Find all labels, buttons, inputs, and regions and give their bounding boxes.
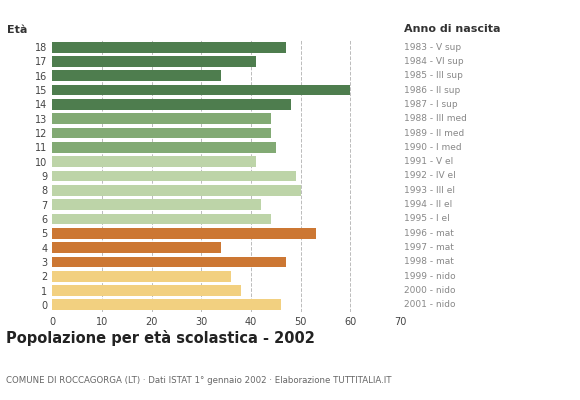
Text: 1989 - II med: 1989 - II med — [404, 128, 464, 138]
Bar — [52, 171, 296, 181]
Bar — [52, 271, 231, 282]
Text: 1995 - I el: 1995 - I el — [404, 214, 450, 224]
Bar — [52, 70, 221, 81]
Text: 1991 - V el: 1991 - V el — [404, 157, 453, 166]
Text: 1998 - mat: 1998 - mat — [404, 257, 454, 266]
Bar — [52, 199, 261, 210]
Text: 1984 - VI sup: 1984 - VI sup — [404, 57, 463, 66]
Bar — [52, 256, 286, 267]
Text: 1988 - III med: 1988 - III med — [404, 114, 467, 123]
Bar — [52, 128, 271, 138]
Text: 1993 - III el: 1993 - III el — [404, 186, 455, 195]
Bar — [52, 42, 286, 52]
Bar — [52, 85, 350, 96]
Bar — [52, 185, 301, 196]
Text: 1983 - V sup: 1983 - V sup — [404, 43, 461, 52]
Bar — [52, 156, 256, 167]
Text: 1987 - I sup: 1987 - I sup — [404, 100, 458, 109]
Text: 1990 - I med: 1990 - I med — [404, 143, 462, 152]
Text: Anno di nascita: Anno di nascita — [404, 24, 501, 34]
Text: 1986 - II sup: 1986 - II sup — [404, 86, 460, 95]
Text: 1997 - mat: 1997 - mat — [404, 243, 454, 252]
Bar — [52, 99, 291, 110]
Bar — [52, 300, 281, 310]
Text: 1999 - nido: 1999 - nido — [404, 272, 455, 281]
Text: 1994 - II el: 1994 - II el — [404, 200, 452, 209]
Text: COMUNE DI ROCCAGORGA (LT) · Dati ISTAT 1° gennaio 2002 · Elaborazione TUTTITALIA: COMUNE DI ROCCAGORGA (LT) · Dati ISTAT 1… — [6, 376, 392, 385]
Bar — [52, 228, 316, 239]
Text: Età: Età — [7, 24, 27, 34]
Text: 2001 - nido: 2001 - nido — [404, 300, 455, 309]
Bar — [52, 214, 271, 224]
Text: 2000 - nido: 2000 - nido — [404, 286, 455, 295]
Text: Popolazione per età scolastica - 2002: Popolazione per età scolastica - 2002 — [6, 330, 315, 346]
Bar — [52, 142, 276, 153]
Bar — [52, 56, 256, 67]
Bar — [52, 113, 271, 124]
Bar — [52, 242, 221, 253]
Text: 1985 - III sup: 1985 - III sup — [404, 71, 463, 80]
Bar — [52, 285, 241, 296]
Text: 1996 - mat: 1996 - mat — [404, 229, 454, 238]
Text: 1992 - IV el: 1992 - IV el — [404, 172, 455, 180]
